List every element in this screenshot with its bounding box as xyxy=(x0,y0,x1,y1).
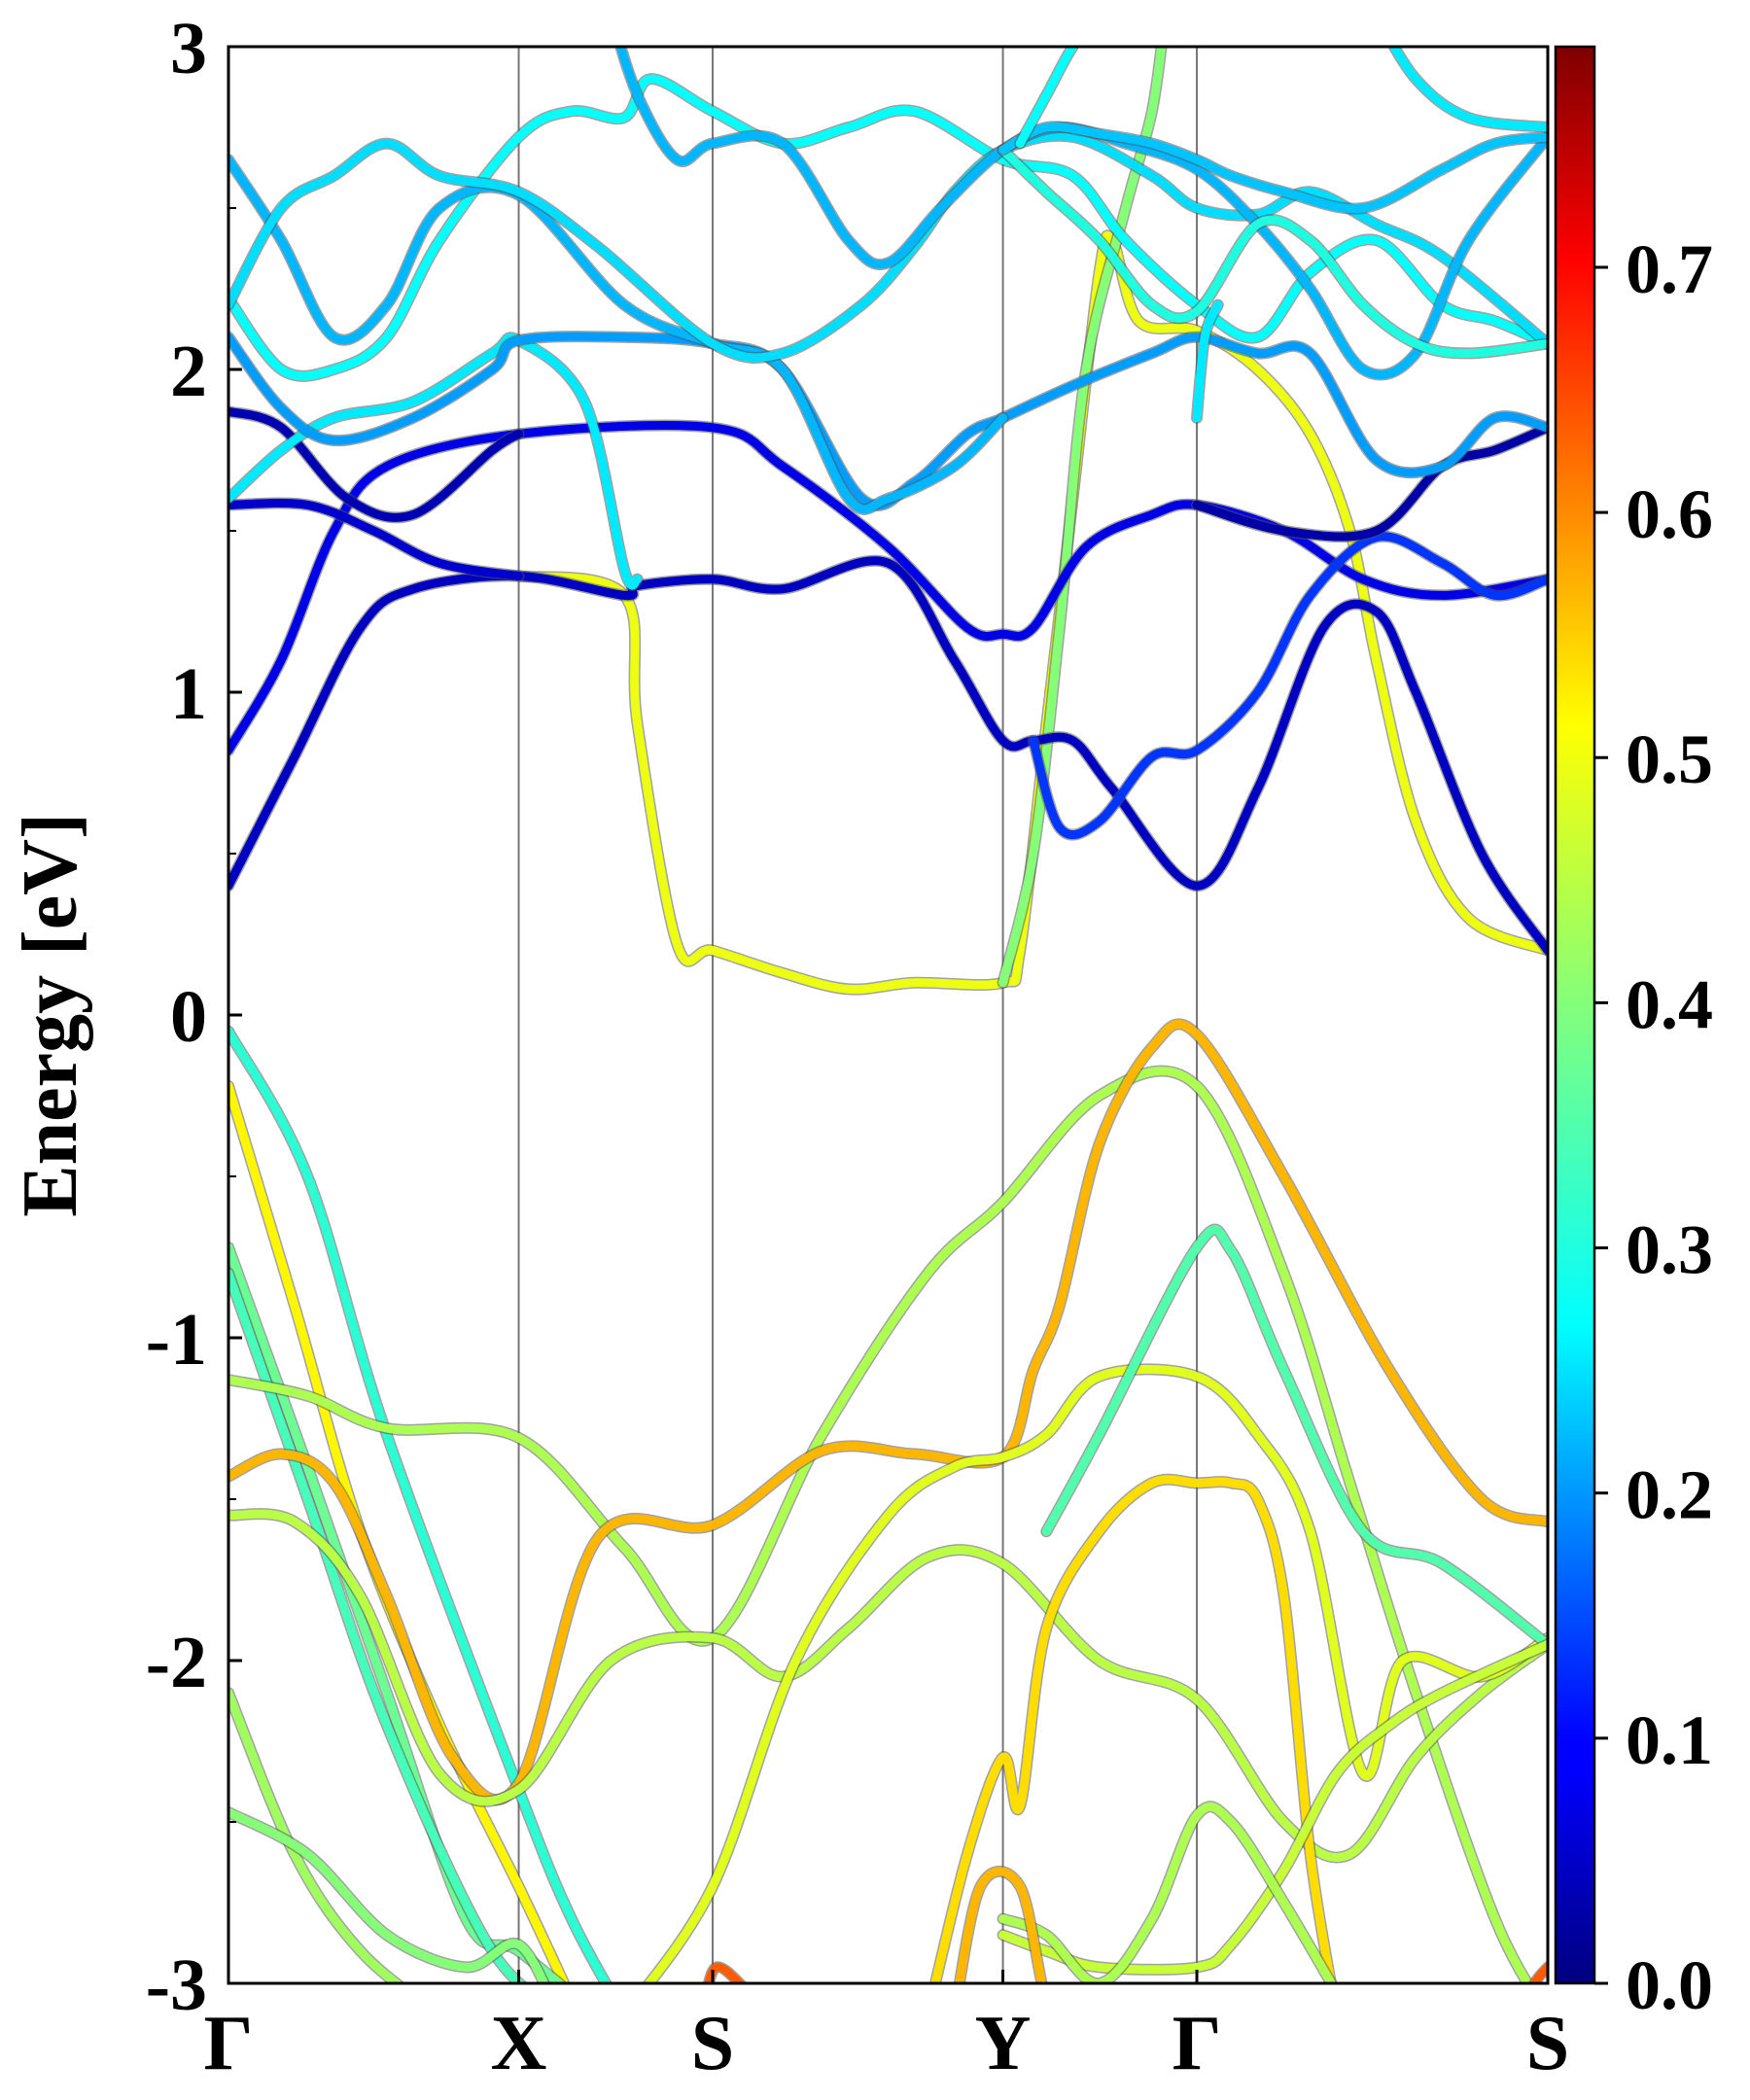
x-tick-label: S xyxy=(1526,2001,1570,2086)
band-outline xyxy=(228,1080,571,1983)
y-axis-ticks: -3 -2 -1 0 1 2 3 xyxy=(146,8,242,2026)
y-tick-label: 2 xyxy=(170,331,207,412)
colorbar-tick-label: 0.0 xyxy=(1626,1946,1713,2024)
band-line xyxy=(228,498,523,580)
x-tick-label: S xyxy=(691,2001,735,2086)
y-tick-label: -3 xyxy=(146,1944,207,2026)
band-line xyxy=(955,1867,1047,1983)
y-tick-label: 3 xyxy=(170,8,207,89)
band-line xyxy=(998,145,1548,358)
band-line xyxy=(228,556,1548,956)
colorbar xyxy=(1554,45,1596,1985)
band-lines xyxy=(228,47,1548,1983)
y-tick-label: 1 xyxy=(170,653,207,735)
colorbar-tick-label: 0.1 xyxy=(1626,1701,1713,1779)
band-outline xyxy=(228,554,1548,957)
band-line xyxy=(704,1962,746,1983)
x-tick-label: Y xyxy=(975,2001,1032,2086)
band-line xyxy=(228,1807,549,1983)
colorbar-tick-label: 0.3 xyxy=(1626,1211,1713,1289)
band-line xyxy=(1041,1225,1548,1649)
band-line xyxy=(1015,47,1078,149)
x-tick-label: X xyxy=(491,2001,547,2086)
colorbar-ticks: 0.0 0.1 0.2 0.3 0.4 0.5 0.6 0.7 xyxy=(1594,230,1713,2024)
band-line xyxy=(228,1027,612,1983)
band-line xyxy=(228,332,643,590)
y-tick-label: -2 xyxy=(146,1622,207,1703)
y-tick-label: -1 xyxy=(146,1299,207,1381)
band-line xyxy=(228,406,523,522)
colorbar-tick-label: 0.7 xyxy=(1626,230,1713,308)
band-line xyxy=(228,1688,403,1983)
band-outline xyxy=(228,1242,569,1983)
band-line xyxy=(228,1019,1548,1804)
band-line xyxy=(1192,423,1548,542)
band-line xyxy=(998,47,1167,988)
band-line xyxy=(998,1639,1548,1975)
colorbar-tick-label: 0.6 xyxy=(1626,475,1713,553)
band-line xyxy=(1192,300,1223,423)
band-line xyxy=(228,1242,567,1983)
band-line xyxy=(998,122,1548,214)
band-line xyxy=(228,1509,1548,1863)
band-line xyxy=(930,1475,1336,1983)
band-line xyxy=(228,1269,527,1983)
y-axis-label: Energy [eV] xyxy=(8,813,93,1216)
band-line xyxy=(1029,532,1548,840)
band-line xyxy=(228,1067,1533,1983)
band-line xyxy=(228,1081,570,1983)
x-tick-label: Γ xyxy=(1172,2001,1222,2086)
colorbar-tick-label: 0.4 xyxy=(1626,965,1713,1043)
band-outline xyxy=(228,1806,551,1983)
colorbar-tick-label: 0.2 xyxy=(1626,1456,1713,1534)
colorbar-tick-label: 0.5 xyxy=(1626,720,1713,798)
y-tick-label: 0 xyxy=(170,976,207,1058)
band-line xyxy=(1529,1962,1548,1983)
band-line xyxy=(228,155,1008,514)
band-line xyxy=(644,1364,1548,1983)
x-tick-label: Γ xyxy=(204,2001,254,2086)
band-line xyxy=(1388,47,1548,132)
band-line xyxy=(998,1802,1337,1983)
